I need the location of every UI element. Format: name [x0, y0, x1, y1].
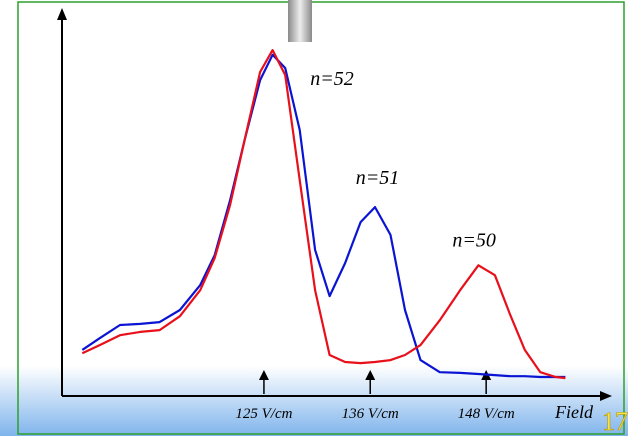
- x-axis-arrow: [600, 391, 612, 401]
- x-tick-arrow: [258, 370, 269, 380]
- page-number: 17: [602, 407, 628, 436]
- series-line: [81, 49, 566, 380]
- annotation: n=51: [356, 167, 400, 189]
- annotation: n=52: [310, 68, 354, 90]
- frame: [17, 1, 625, 435]
- series-line: [81, 53, 566, 379]
- footer-band: [0, 366, 628, 436]
- probe: [288, 0, 312, 42]
- x-tick-label: 136 V/cm: [342, 406, 399, 422]
- x-axis-label: Field: [554, 402, 594, 422]
- annotation: n=50: [452, 229, 496, 251]
- x-tick-arrow: [365, 370, 376, 380]
- x-tick-label: 148 V/cm: [458, 406, 515, 422]
- x-tick-label: 125 V/cm: [235, 406, 292, 422]
- y-axis-arrow: [57, 8, 67, 20]
